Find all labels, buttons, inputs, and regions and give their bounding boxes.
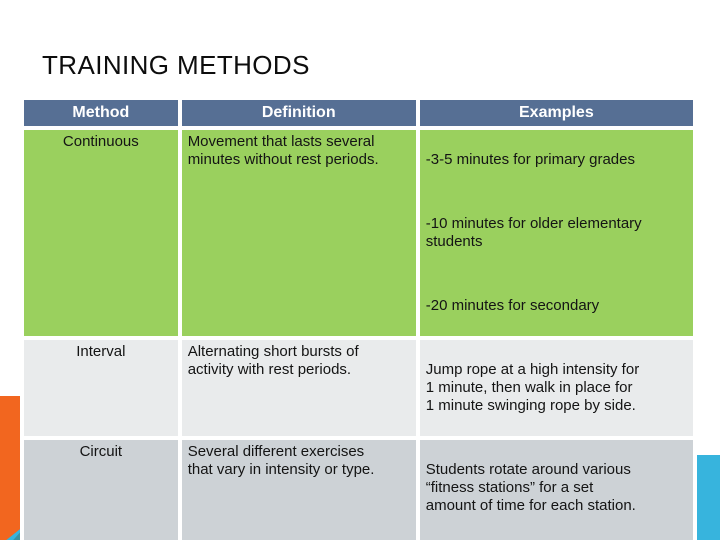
cell-examples-continuous: -3-5 minutes for primary grades -10 minu…: [419, 130, 693, 336]
table-row-continuous: Continuous Movement that lasts several m…: [24, 130, 693, 336]
training-methods-table: Method Definition Examples Continuous Mo…: [20, 96, 697, 540]
cell-examples-circuit: Students rotate around various “fitness …: [419, 440, 693, 540]
table-row-circuit: Circuit Several different exercises that…: [24, 440, 693, 540]
column-header-definition: Definition: [181, 100, 416, 126]
example-paragraph: -10 minutes for older elementary student…: [425, 215, 642, 250]
example-paragraph: Students rotate around various “fitness …: [425, 461, 636, 514]
cell-method-continuous: Continuous: [24, 130, 178, 336]
example-paragraph: -3-5 minutes for primary grades: [425, 151, 635, 168]
column-header-examples: Examples: [419, 100, 693, 126]
table-row-interval: Interval Alternating short bursts of act…: [24, 340, 693, 436]
example-paragraph: -20 minutes for secondary: [425, 297, 600, 314]
cell-definition-circuit: Several different exercises that vary in…: [181, 440, 416, 540]
cell-method-circuit: Circuit: [24, 440, 178, 540]
example-paragraph: Jump rope at a high intensity for 1 minu…: [425, 361, 640, 414]
column-header-method: Method: [24, 100, 178, 126]
cell-examples-interval: Jump rope at a high intensity for 1 minu…: [419, 340, 693, 436]
table-header-row: Method Definition Examples: [24, 100, 693, 126]
cell-definition-continuous: Movement that lasts several minutes with…: [181, 130, 416, 336]
page-title: TRAINING METHODS: [42, 50, 310, 81]
cell-definition-interval: Alternating short bursts of activity wit…: [181, 340, 416, 436]
cell-method-interval: Interval: [24, 340, 178, 436]
